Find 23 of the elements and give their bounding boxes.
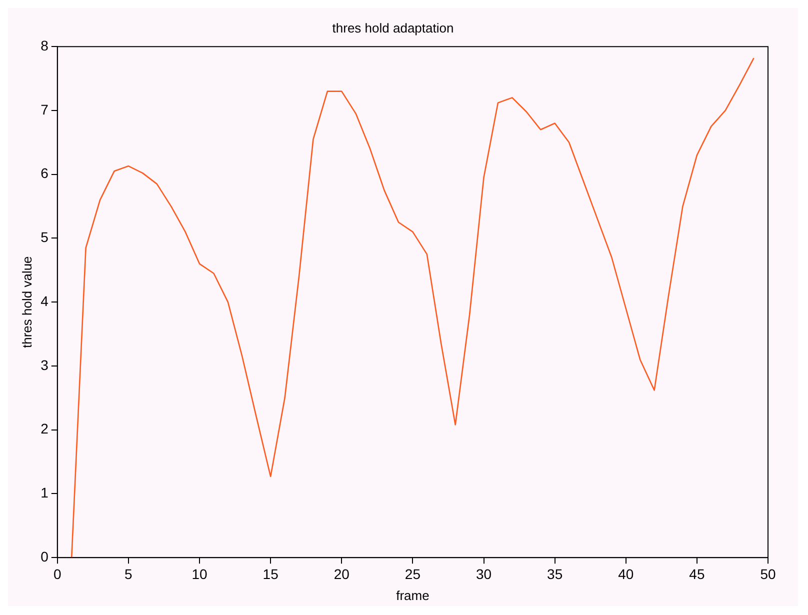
y-tick-label: 4 bbox=[40, 292, 49, 309]
x-tick-label: 45 bbox=[689, 566, 705, 582]
y-tick-label: 0 bbox=[40, 548, 49, 564]
x-tick-label: 5 bbox=[124, 566, 133, 582]
x-tick-label: 50 bbox=[760, 566, 776, 582]
x-tick-label: 10 bbox=[192, 566, 208, 582]
y-tick-label: 2 bbox=[40, 420, 49, 437]
x-tick-label: 25 bbox=[404, 566, 421, 582]
y-tick-label: 5 bbox=[40, 229, 49, 246]
x-tick-label: 15 bbox=[262, 566, 279, 582]
y-tick-label: 7 bbox=[40, 101, 49, 118]
x-tick-label: 40 bbox=[618, 566, 634, 582]
y-tick-label: 1 bbox=[40, 484, 49, 501]
x-tick-label: 20 bbox=[334, 566, 350, 582]
x-tick-label: 0 bbox=[53, 566, 62, 582]
chart-title: thres hold adaptation bbox=[332, 20, 454, 36]
y-tick-label: 6 bbox=[40, 165, 49, 182]
y-tick-label: 3 bbox=[40, 356, 49, 373]
x-tick-label: 30 bbox=[476, 566, 492, 582]
y-axis-title: thres hold value bbox=[19, 256, 34, 348]
x-tick-label: 35 bbox=[547, 566, 563, 582]
x-axis-title: frame bbox=[396, 588, 430, 603]
y-tick-label: 8 bbox=[40, 37, 49, 54]
